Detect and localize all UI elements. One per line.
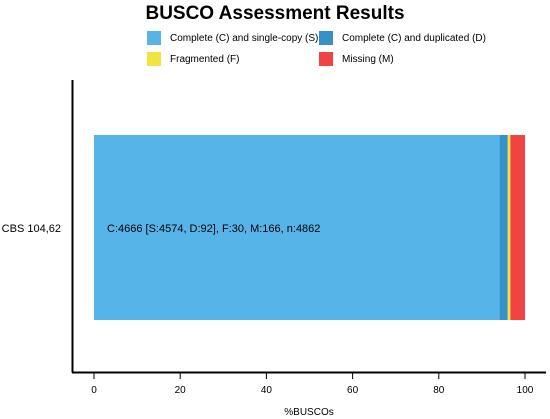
x-tick-label: 60 xyxy=(347,385,359,396)
x-tick-label: 100 xyxy=(517,385,534,396)
legend-swatch-missing xyxy=(319,52,333,66)
bar-layer xyxy=(94,135,525,320)
category-label: CBS 104,62 xyxy=(2,223,61,235)
legend-swatch-fragmented xyxy=(147,52,161,66)
legend-item-single-copy: Complete (C) and single-copy (S) xyxy=(147,31,318,45)
legend-label-fragmented: Fragmented (F) xyxy=(170,53,240,65)
bar-segment-missing xyxy=(510,135,525,320)
bar-annotation: C:4666 [S:4574, D:92], F:30, M:166, n:48… xyxy=(107,223,320,235)
bar-segment-single-copy xyxy=(94,135,500,320)
bar-segment-fragmented xyxy=(507,135,511,320)
x-tick-label: 40 xyxy=(261,385,273,396)
chart-title: BUSCO Assessment Results xyxy=(145,3,405,24)
legend-swatch-duplicated xyxy=(319,31,333,45)
legend-swatch-single-copy xyxy=(147,31,161,45)
x-tick-label: 80 xyxy=(433,385,445,396)
legend-label-single-copy: Complete (C) and single-copy (S) xyxy=(170,32,319,44)
x-axis-label: %BUSCOs xyxy=(284,407,333,418)
x-tick-label: 20 xyxy=(175,385,187,396)
legend-label-duplicated: Complete (C) and duplicated (D) xyxy=(342,32,486,44)
bar-segment-duplicated xyxy=(499,135,508,320)
legend-item-fragmented: Fragmented (F) xyxy=(147,52,239,66)
legend-label-missing: Missing (M) xyxy=(342,53,394,65)
x-tick-layer: 0 20 40 60 80 100 xyxy=(91,372,534,396)
x-tick-label: 0 xyxy=(91,385,97,396)
legend-item-missing: Missing (M) xyxy=(319,52,394,66)
legend-item-duplicated: Complete (C) and duplicated (D) xyxy=(319,31,486,45)
